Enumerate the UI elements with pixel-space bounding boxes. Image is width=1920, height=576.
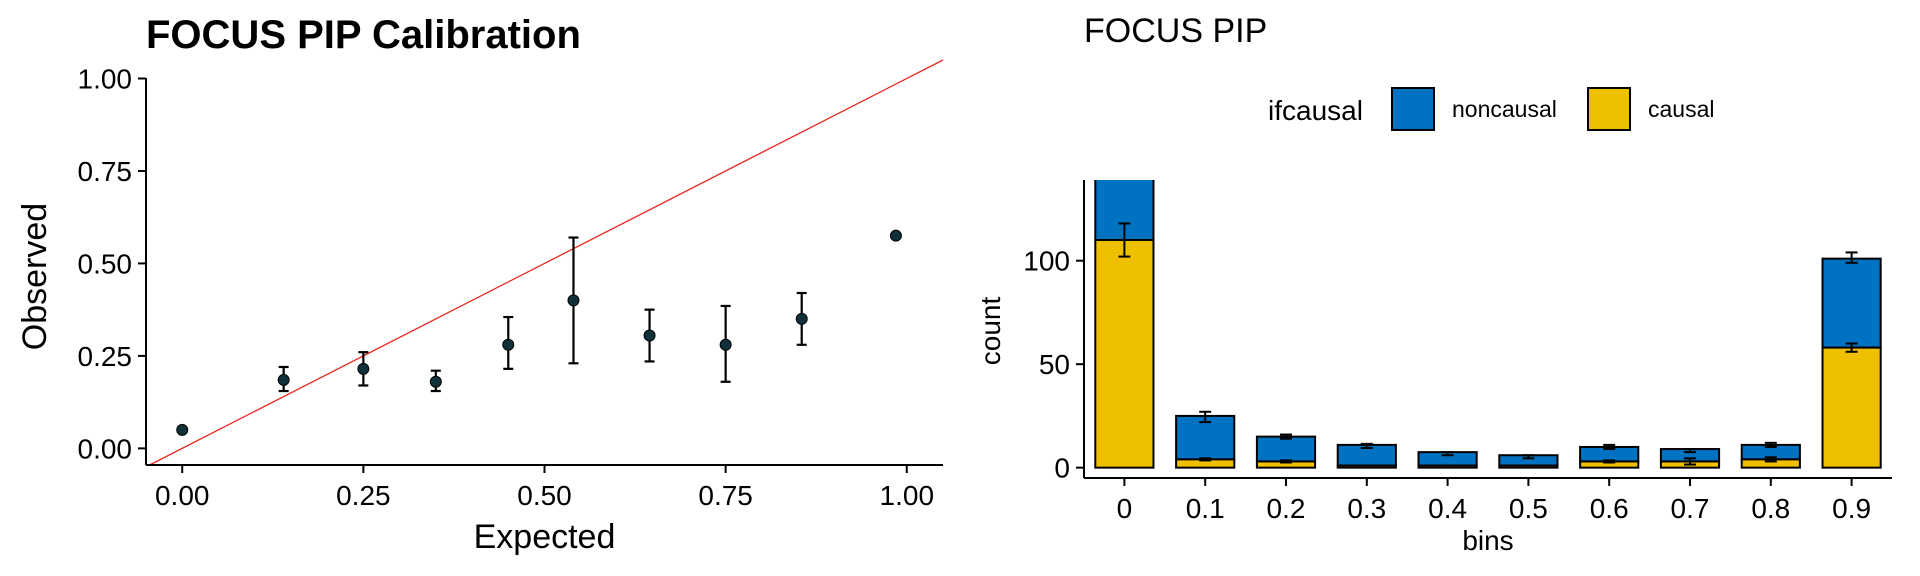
x-tick-label: 0.75 bbox=[698, 480, 753, 511]
x-tick-label: 1.00 bbox=[880, 480, 935, 511]
calibration-plot: FOCUS PIP Calibration 0.00 0.25 0.50 0.75 1.0… bbox=[16, 13, 944, 556]
legend-label-causal: causal bbox=[1648, 96, 1714, 122]
x-axis-label: Expected bbox=[474, 518, 616, 556]
x-tick-label: 0.1 bbox=[1186, 493, 1225, 524]
bar-causal bbox=[1821, 346, 1882, 469]
y-tick-label: 0 bbox=[1054, 453, 1070, 484]
bars-group bbox=[1094, 180, 1882, 469]
histogram-panel: FOCUS PIP ifcausal noncausal causal 0 50 100 0 0… bbox=[960, 0, 1920, 576]
x-tick-label: 0.3 bbox=[1347, 493, 1386, 524]
y-axis-label: count bbox=[975, 297, 1006, 366]
data-point bbox=[176, 423, 189, 436]
chart-title: FOCUS PIP bbox=[1084, 12, 1267, 50]
x-axis-label: bins bbox=[1462, 525, 1513, 556]
x-tick-label: 0.50 bbox=[517, 480, 572, 511]
data-point bbox=[277, 373, 290, 386]
legend-swatch-causal bbox=[1587, 87, 1631, 131]
legend-label-noncausal: noncausal bbox=[1452, 96, 1557, 122]
x-tick-label: 0.00 bbox=[155, 480, 210, 511]
bar-causal bbox=[1094, 239, 1155, 469]
data-point bbox=[357, 362, 370, 375]
y-tick-label: 0.75 bbox=[78, 156, 133, 187]
x-tick-label: 0.8 bbox=[1751, 493, 1790, 524]
x-tick-label: 0.6 bbox=[1590, 493, 1629, 524]
data-point bbox=[643, 329, 656, 342]
bar-noncausal bbox=[1175, 414, 1236, 461]
x-tick-label: 0 bbox=[1117, 493, 1133, 524]
x-tick-label: 0.5 bbox=[1509, 493, 1548, 524]
bar-causal bbox=[1336, 464, 1397, 469]
chart-title: FOCUS PIP Calibration bbox=[146, 13, 581, 57]
y-tick-label: 0.00 bbox=[78, 433, 133, 464]
data-point bbox=[429, 375, 442, 388]
bar-noncausal bbox=[1821, 257, 1882, 349]
stacked-bar-chart: FOCUS PIP ifcausal noncausal causal 0 50 100 0 0… bbox=[975, 12, 1892, 556]
y-tick-label: 0.50 bbox=[78, 248, 133, 279]
x-tick-label: 0.2 bbox=[1267, 493, 1306, 524]
data-point bbox=[795, 312, 808, 325]
x-tick-label: 0.4 bbox=[1428, 493, 1467, 524]
bar-noncausal bbox=[1255, 435, 1317, 463]
x-tick-label: 0.9 bbox=[1832, 493, 1871, 524]
reference-line bbox=[149, 59, 944, 466]
x-tick-label: 0.25 bbox=[336, 480, 391, 511]
legend-title: ifcausal bbox=[1268, 95, 1363, 126]
legend-swatch-noncausal bbox=[1391, 87, 1435, 131]
bar-causal bbox=[1417, 464, 1478, 469]
y-tick-label: 100 bbox=[1023, 246, 1070, 277]
calibration-plot-panel: FOCUS PIP Calibration 0.00 0.25 0.50 0.75 1.0… bbox=[16, 13, 944, 556]
data-point bbox=[889, 229, 902, 242]
x-tick-label: 0.7 bbox=[1671, 493, 1710, 524]
y-tick-label: 0.25 bbox=[78, 341, 133, 372]
y-tick-label: 1.00 bbox=[78, 63, 133, 94]
data-point bbox=[502, 338, 515, 351]
data-point bbox=[567, 294, 580, 307]
data-point bbox=[719, 338, 732, 351]
y-tick-label: 50 bbox=[1039, 349, 1070, 380]
y-axis-label: Observed bbox=[16, 203, 54, 350]
bar-causal bbox=[1498, 464, 1559, 469]
